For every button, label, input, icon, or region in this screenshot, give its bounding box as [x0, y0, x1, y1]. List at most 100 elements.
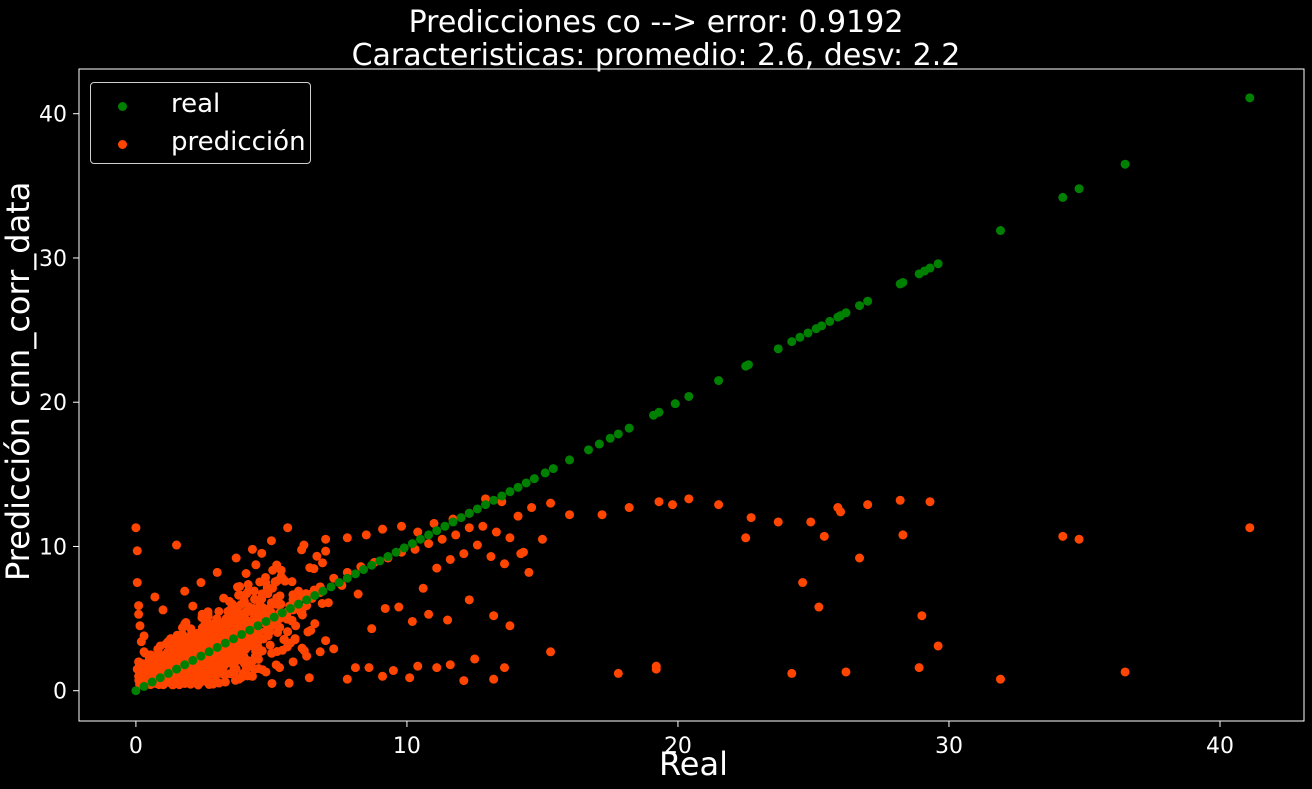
prediccion-point: [275, 663, 285, 673]
prediccion-point: [388, 666, 398, 676]
real-point: [147, 677, 157, 687]
real-point: [228, 634, 238, 644]
prediccion-point: [407, 616, 417, 626]
prediccion-point: [173, 676, 183, 686]
prediccion-point: [321, 534, 331, 544]
prediccion-point: [597, 510, 607, 520]
prediccion-point: [131, 523, 141, 533]
prediccion-point: [236, 590, 246, 600]
prediccion-point: [933, 641, 943, 651]
prediccion-point: [917, 611, 927, 621]
y-tick-label: 40: [39, 103, 67, 128]
prediccion-point: [299, 540, 309, 550]
real-point: [375, 556, 385, 566]
prediccion-point: [489, 611, 499, 621]
prediccion-point: [172, 540, 182, 550]
prediccion-point: [418, 583, 428, 593]
prediccion-point: [217, 667, 227, 677]
prediccion-point: [315, 647, 325, 657]
real-point: [383, 552, 393, 562]
prediccion-point: [312, 551, 322, 561]
prediccion-point: [249, 586, 259, 596]
real-point: [1245, 93, 1255, 103]
real-point: [448, 517, 458, 527]
prediccion-point: [378, 524, 388, 534]
real-point: [1120, 159, 1130, 169]
prediccion-point: [186, 624, 196, 634]
legend-item-prediccion: predicción: [91, 125, 310, 159]
real-point: [326, 582, 336, 592]
prediccion-point: [380, 603, 390, 613]
prediccion-point: [139, 631, 149, 641]
prediccion-point: [216, 658, 226, 668]
prediccion-point: [212, 567, 222, 577]
prediccion-point: [265, 584, 275, 594]
real-point: [342, 573, 352, 583]
prediccion-point: [134, 609, 144, 619]
prediccion-point: [445, 554, 455, 564]
prediccion-point: [268, 565, 278, 575]
plot-frame: [78, 68, 1305, 722]
prediccion-point: [310, 619, 320, 629]
prediccion-point: [243, 655, 253, 665]
prediccion-point: [505, 621, 515, 631]
real-point: [898, 277, 908, 287]
prediccion-point: [741, 533, 751, 543]
prediccion-point: [914, 663, 924, 673]
real-point: [245, 625, 255, 635]
prediccion-point: [486, 552, 496, 562]
x-tick-label: 40: [1206, 734, 1234, 759]
real-point: [1058, 192, 1068, 202]
prediccion-point: [180, 586, 190, 596]
prediccion-point: [546, 498, 556, 508]
prediccion-point: [241, 569, 251, 579]
prediccion-point: [264, 627, 274, 637]
prediccion-point: [231, 553, 241, 563]
real-point: [415, 534, 425, 544]
prediccion-point: [257, 548, 267, 558]
real-point: [795, 332, 805, 342]
real-point: [212, 642, 222, 652]
real-point: [440, 521, 450, 531]
real-point: [714, 376, 724, 386]
real-point: [624, 423, 634, 433]
prediccion-point: [151, 666, 161, 676]
prediccion-point: [304, 673, 314, 683]
real-point: [172, 664, 182, 674]
legend-label-real: real: [171, 89, 221, 119]
prediccion-point: [459, 676, 469, 686]
prediccion-point: [505, 533, 515, 543]
prediccion-point: [280, 576, 290, 586]
prediccion-point: [472, 540, 482, 550]
real-point: [139, 681, 149, 691]
legend-label-prediccion: predicción: [171, 127, 306, 157]
real-point: [399, 543, 409, 553]
real-point: [220, 638, 230, 648]
real-point: [540, 468, 550, 478]
real-point: [841, 308, 851, 318]
chart-title-line-2: Caracteristicas: promedio: 2.6, desv: 2.…: [351, 38, 961, 73]
prediccion-point: [294, 586, 304, 596]
real-point: [855, 301, 865, 311]
prediccion-point: [464, 523, 474, 533]
real-point: [497, 491, 507, 501]
real-point: [521, 478, 531, 488]
x-tick-label: 0: [129, 734, 143, 759]
chart-title-line-1: Predicciones co --> error: 0.9192: [408, 5, 904, 40]
real-point: [995, 226, 1005, 236]
prediccion-point: [297, 643, 307, 653]
prediccion-point: [424, 609, 434, 619]
real-point: [456, 513, 466, 523]
prediccion-point: [132, 664, 142, 674]
prediccion-point: [163, 677, 173, 687]
legend-marker-real-icon: [118, 102, 127, 111]
prediccion-point: [819, 531, 829, 541]
prediccion-point: [397, 521, 407, 531]
prediccion-point: [185, 638, 195, 648]
prediccion-point: [235, 582, 245, 592]
prediccion-point: [229, 662, 239, 672]
real-point: [277, 608, 287, 618]
real-point: [670, 399, 680, 409]
prediccion-point: [841, 667, 851, 677]
prediccion-point: [181, 644, 191, 654]
